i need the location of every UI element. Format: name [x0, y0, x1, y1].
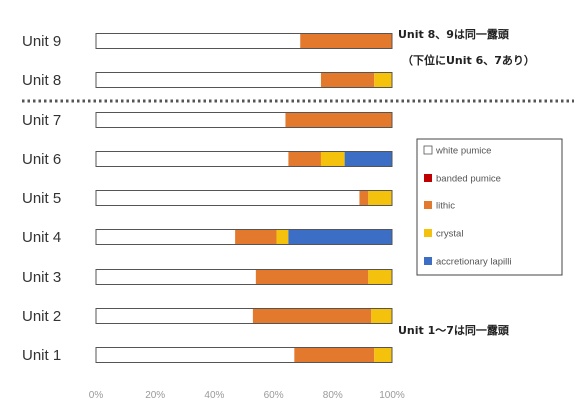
x-tick-label: 0% — [89, 390, 104, 401]
x-tick-label: 40% — [204, 390, 224, 401]
category-label: Unit 9 — [22, 33, 61, 50]
bar-segment — [96, 33, 301, 49]
bar-segment — [235, 229, 277, 245]
legend-swatch — [424, 201, 432, 209]
category-label: Unit 6 — [22, 151, 61, 168]
legend-label: banded pumice — [436, 174, 501, 185]
bar-segment — [320, 72, 375, 88]
category-label: Unit 2 — [22, 308, 61, 325]
annotation-bottom: Unit 1～7は同一露頭 — [398, 324, 510, 337]
bar-outline — [95, 347, 393, 363]
bar-segment — [96, 190, 360, 206]
legend-label: crystal — [436, 229, 463, 240]
bar-segment — [300, 33, 392, 49]
bar-segment — [96, 229, 236, 245]
legend-box — [416, 138, 563, 276]
bar-segment — [96, 112, 286, 128]
category-label: Unit 4 — [22, 229, 61, 246]
legend-swatch — [424, 257, 432, 265]
x-tick-label: 100% — [379, 390, 405, 401]
bar-segment — [294, 347, 375, 363]
category-label: Unit 1 — [22, 347, 61, 364]
bar-outline — [95, 112, 393, 128]
annotation-top-line2: （下位にUnit 6、7あり） — [402, 53, 535, 67]
bar-segment — [371, 308, 392, 324]
x-tick-label: 80% — [323, 390, 343, 401]
bar-outline — [95, 190, 393, 206]
bar-outline — [95, 151, 393, 167]
legend: white pumice banded pumice lithic crystal ac… — [416, 138, 563, 276]
bar-segment — [368, 269, 392, 285]
bar-segment — [96, 347, 295, 363]
bar-segment — [359, 190, 369, 206]
bar-segment — [320, 151, 345, 167]
x-tick-label: 60% — [264, 390, 284, 401]
x-tick-label: 20% — [145, 390, 165, 401]
bar-segment — [288, 229, 392, 245]
bar-segment — [344, 151, 392, 167]
category-label: Unit 8 — [22, 72, 61, 89]
legend-swatch — [424, 174, 432, 182]
bar-outline — [95, 229, 393, 245]
bar-segment — [285, 112, 392, 128]
bar-segment — [252, 308, 372, 324]
bar-outline — [95, 269, 393, 285]
bar-segment — [276, 229, 289, 245]
bar-segment — [96, 72, 321, 88]
bar-segment — [288, 151, 321, 167]
bar-segment — [374, 72, 392, 88]
bar-segment — [96, 308, 253, 324]
bar-segment — [368, 190, 392, 206]
x-axis-ticks: 0% 20% 40% 60% 80% 100% — [89, 390, 405, 401]
bars-group — [95, 33, 393, 363]
bar-outline — [95, 33, 393, 49]
category-label: Unit 7 — [22, 112, 61, 129]
category-labels: Unit 9 Unit 8 Unit 7 Unit 6 Unit 5 Unit 4 Unit… — [22, 33, 61, 364]
category-label: Unit 5 — [22, 190, 61, 207]
legend-label: accretionary lapilli — [436, 257, 512, 268]
legend-swatch — [423, 145, 433, 155]
bar-segment — [96, 269, 256, 285]
bar-segment — [374, 347, 392, 363]
category-label: Unit 3 — [22, 269, 61, 286]
legend-swatch — [424, 229, 432, 237]
bar-segment — [255, 269, 369, 285]
annotation-top-line1: Unit 8、9は同一露頭 — [398, 28, 510, 41]
legend-label: white pumice — [435, 146, 491, 157]
bar-outline — [95, 72, 393, 88]
bar-segment — [96, 151, 289, 167]
bar-outline — [95, 308, 393, 324]
legend-label: lithic — [436, 201, 455, 212]
